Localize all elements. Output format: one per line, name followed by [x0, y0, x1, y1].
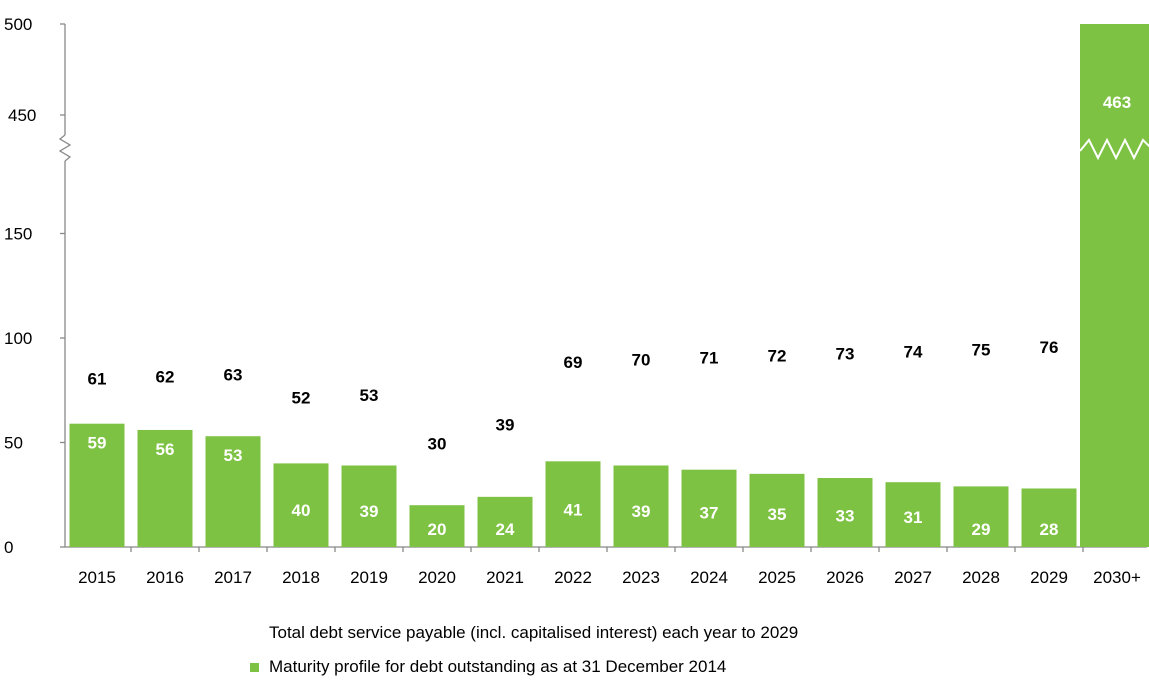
- x-tick-label: 2025: [758, 568, 796, 587]
- bar: [545, 461, 601, 547]
- bars: [69, 24, 1149, 547]
- total-label: 39: [496, 415, 515, 434]
- bar: [341, 465, 397, 547]
- bar-value-label: 463: [1103, 93, 1131, 112]
- total-label: 71: [700, 349, 719, 368]
- total-label: 75: [972, 340, 991, 359]
- bar-value-label: 28: [1040, 520, 1059, 539]
- x-tick-label: 2026: [826, 568, 864, 587]
- bar: [817, 478, 873, 547]
- total-label: 73: [836, 344, 855, 363]
- total-label: 62: [156, 367, 175, 386]
- bar-value-label: 39: [360, 502, 379, 521]
- x-tick-label: 2024: [690, 568, 728, 587]
- legend-swatch: [250, 662, 259, 672]
- total-label: 74: [904, 342, 923, 361]
- y-tick-label: 450: [8, 106, 36, 125]
- x-tick-label: 2019: [350, 568, 388, 587]
- bar-value-label: 31: [904, 508, 923, 527]
- bar-value-label: 24: [496, 520, 515, 539]
- bar: [885, 482, 941, 547]
- x-tick-label: 2021: [486, 568, 524, 587]
- bar-value-label: 56: [156, 440, 175, 459]
- bar-value-label: 29: [972, 520, 991, 539]
- chart-caption: Total debt service payable (incl. capita…: [269, 623, 799, 642]
- bar: [681, 469, 737, 547]
- bar-value-label: 33: [836, 506, 855, 525]
- y-tick-label: 0: [4, 538, 13, 557]
- bar: [205, 436, 261, 547]
- bar-chart: 0 50 100 150 450 500 59 61 2015 56 62 2016 53 63 2017…: [4, 15, 1149, 587]
- x-tick-label: 2017: [214, 568, 252, 587]
- bar-break-mark: [1079, 137, 1149, 161]
- bar: [1021, 488, 1077, 547]
- x-tick-label: 2016: [146, 568, 184, 587]
- total-label: 53: [360, 386, 379, 405]
- legend-label: Maturity profile for debt outstanding as…: [269, 657, 727, 676]
- x-tick-label: 2020: [418, 568, 456, 587]
- x-tick-label: 2022: [554, 568, 592, 587]
- total-label: 30: [428, 434, 447, 453]
- y-tick-label: 100: [4, 329, 32, 348]
- x-tick-label: 2015: [78, 568, 116, 587]
- bar-value-label: 39: [632, 502, 651, 521]
- x-tick-label: 2029: [1030, 568, 1068, 587]
- x-tick-label: 2023: [622, 568, 660, 587]
- bar: [137, 429, 193, 547]
- bar-value-label: 35: [768, 505, 787, 524]
- x-tick-label: 2030+: [1093, 568, 1141, 587]
- labels: 59 61 2015 56 62 2016 53 63 2017 40 52 2018 39 53 2019…: [78, 93, 1141, 587]
- bar-value-label: 20: [428, 520, 447, 539]
- y-tick-label: 500: [4, 15, 32, 34]
- bar: [273, 463, 329, 547]
- bar: [477, 496, 533, 547]
- x-tick-label: 2018: [282, 568, 320, 587]
- total-label: 70: [632, 351, 651, 370]
- bar: [953, 486, 1009, 547]
- legend: Maturity profile for debt outstanding as…: [250, 657, 726, 677]
- bar-value-label: 53: [224, 446, 243, 465]
- x-tick-label: 2028: [962, 568, 1000, 587]
- y-axis-break-mark: [58, 134, 72, 162]
- bar: [1080, 24, 1149, 547]
- x-tick-label: 2027: [894, 568, 932, 587]
- bar: [749, 473, 805, 547]
- total-label: 72: [768, 347, 787, 366]
- bar-value-label: 59: [88, 434, 107, 453]
- total-label: 61: [88, 370, 107, 389]
- y-tick-label: 50: [4, 434, 23, 453]
- y-tick-label: 150: [4, 225, 32, 244]
- total-label: 63: [224, 365, 243, 384]
- total-label: 69: [564, 353, 583, 372]
- bar-value-label: 37: [700, 503, 719, 522]
- bar: [409, 505, 465, 547]
- bar: [613, 465, 669, 547]
- bar-value-label: 41: [564, 500, 583, 519]
- bar-value-label: 40: [292, 501, 311, 520]
- total-label: 52: [292, 388, 311, 407]
- bar: [69, 423, 125, 547]
- total-label: 76: [1040, 338, 1059, 357]
